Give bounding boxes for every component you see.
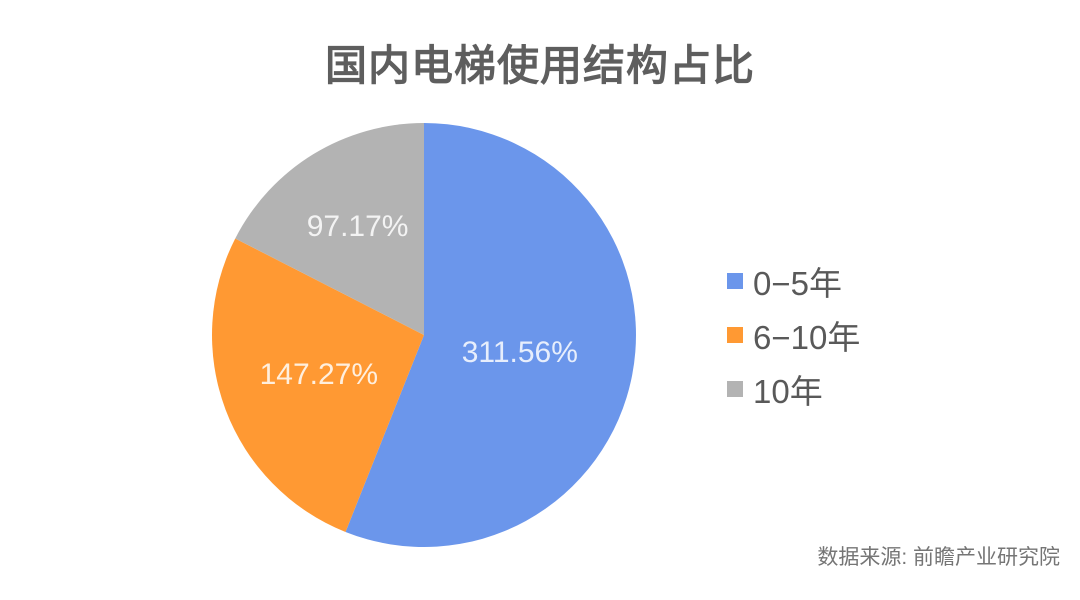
legend-item-label: 0−5年 [753, 265, 842, 302]
legend-item-label: 6−10年 [753, 319, 861, 356]
legend: 0−5年 6−10年 10年 [727, 263, 860, 425]
legend-item-label: 10年 [753, 373, 823, 410]
chart-title: 国内电梯使用结构占比 [324, 42, 755, 89]
legend-item-1[interactable]: 6−10年 [727, 317, 860, 356]
pie-slice-0[interactable] [345, 123, 636, 547]
pie-chart: 311.56% 147.27% 97.17% [211, 122, 637, 548]
data-source-note: 数据来源: 前瞻产业研究院 [817, 546, 1060, 569]
legend-marker-icon [727, 327, 743, 343]
legend-item-2[interactable]: 10年 [727, 371, 860, 410]
pie-slice-2[interactable] [235, 123, 424, 335]
pie-svg [212, 123, 636, 547]
pie-slice-1[interactable] [212, 238, 424, 532]
legend-marker-icon [727, 273, 743, 289]
legend-marker-icon [727, 381, 743, 397]
legend-item-0[interactable]: 0−5年 [727, 263, 860, 302]
